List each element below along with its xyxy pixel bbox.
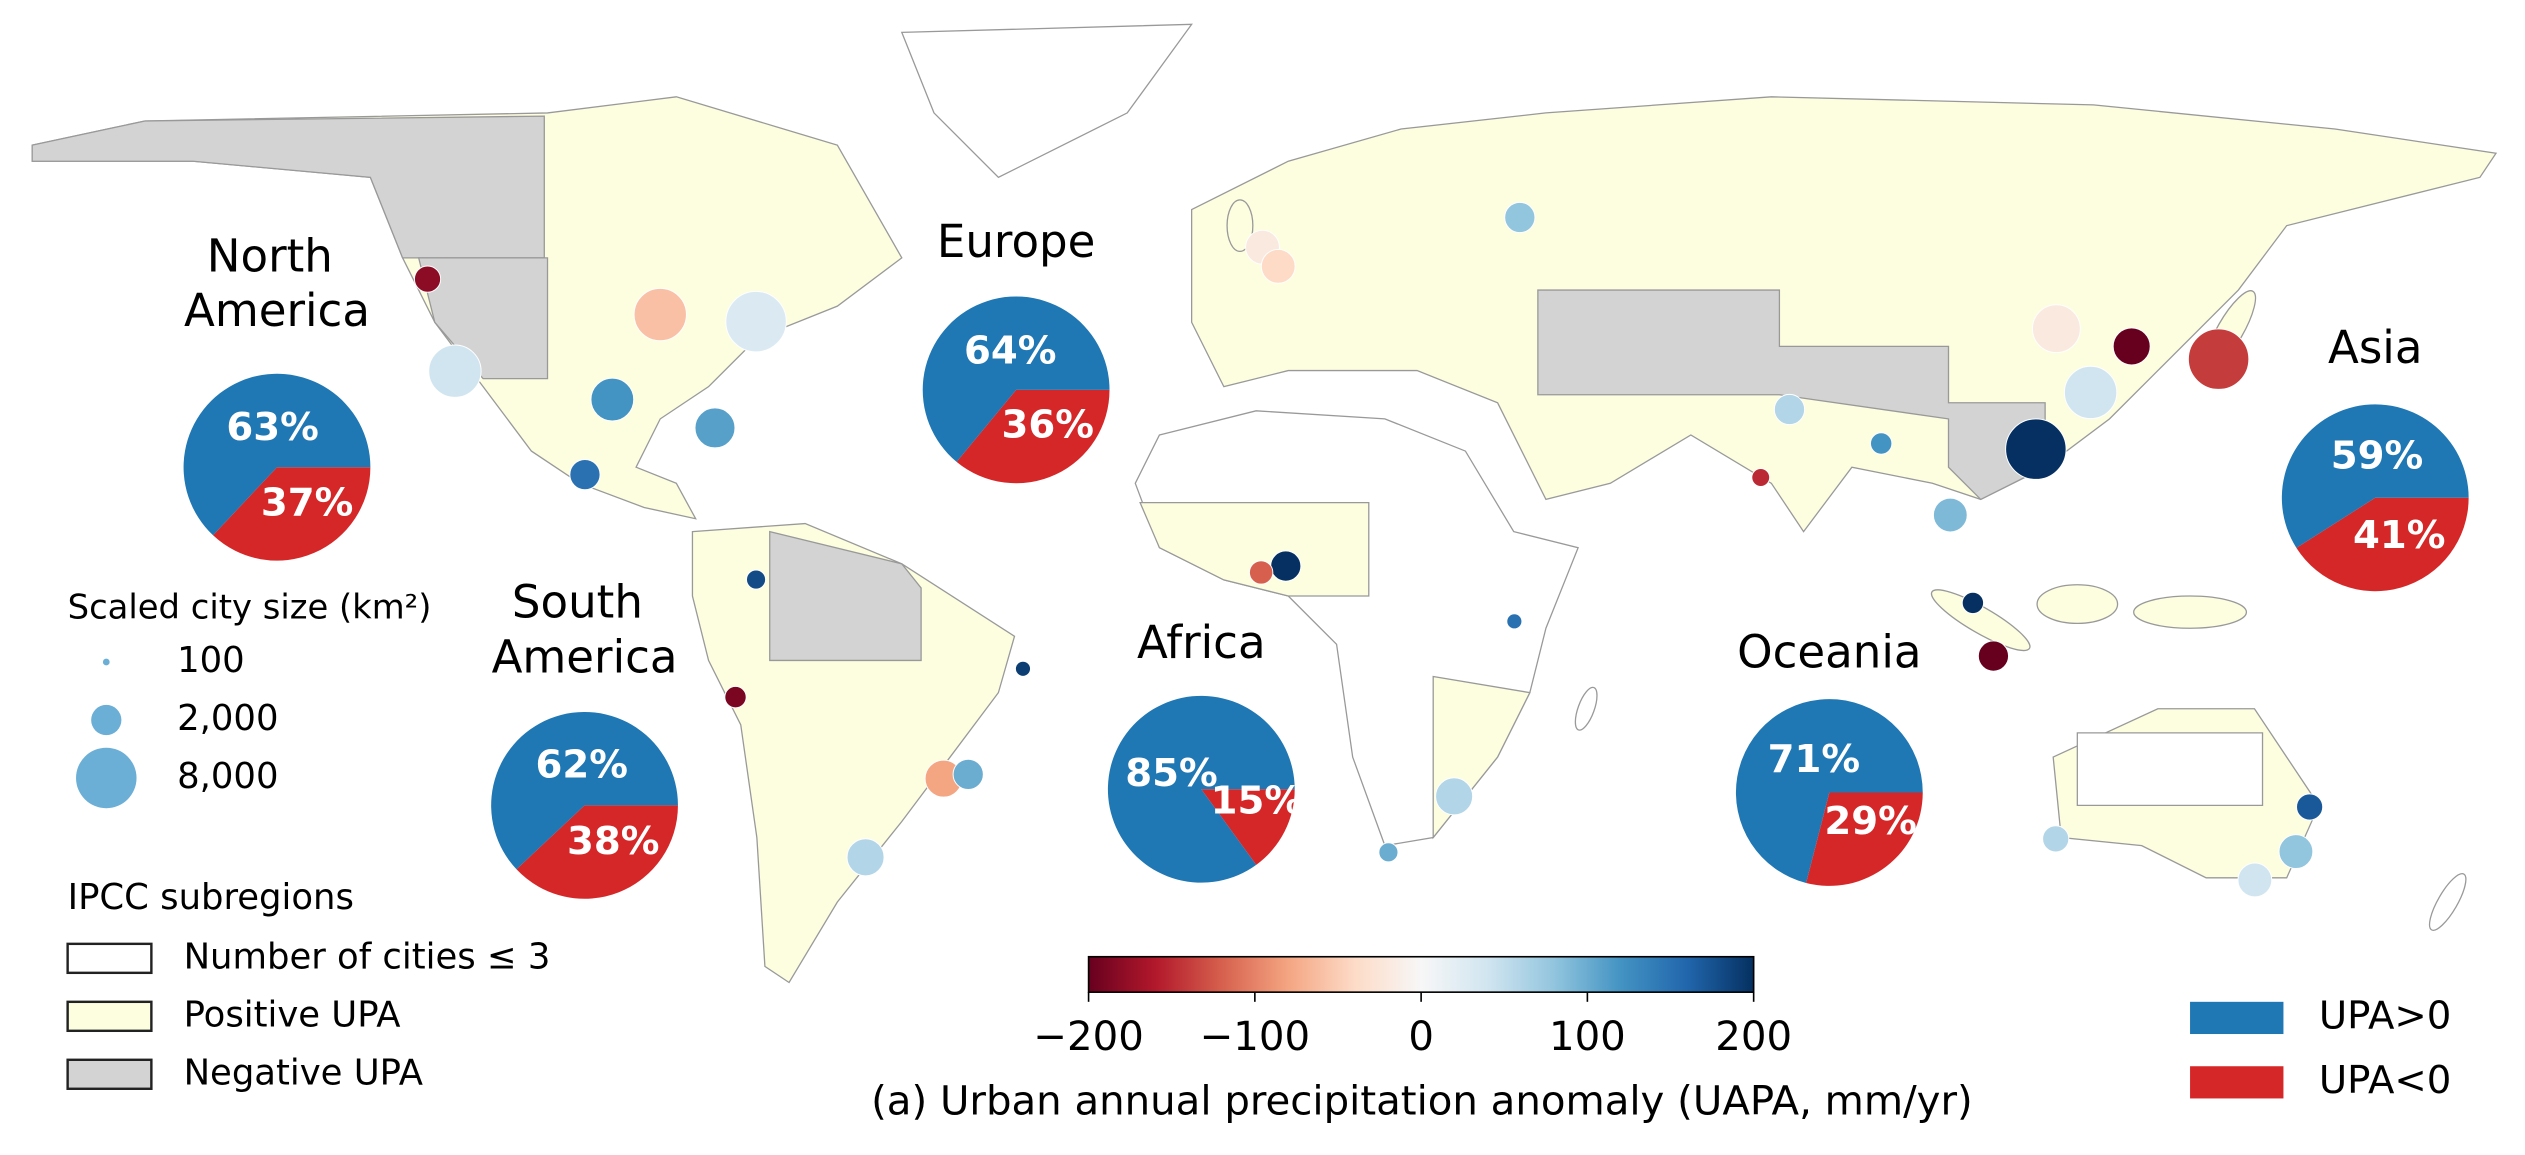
- region-legend-label: Negative UPA: [184, 1052, 423, 1093]
- size-legend-label: 100: [177, 640, 245, 681]
- city: [746, 569, 767, 590]
- pie-legend-label: UPA<0: [2319, 1058, 2451, 1103]
- pie-slice: [922, 296, 1110, 462]
- colorbar-tick-label: −100: [1200, 1014, 1311, 1060]
- pie-slice: [2281, 404, 2469, 548]
- city: [724, 685, 747, 709]
- city: [633, 287, 687, 342]
- city: [1870, 432, 1893, 455]
- city: [413, 265, 442, 293]
- region-legend-title: IPCC subregions: [68, 877, 354, 918]
- size-legend-title: Scaled city size (km²): [68, 587, 432, 626]
- city: [725, 290, 787, 353]
- pie-title: South America: [492, 576, 678, 684]
- pie-slice: [1806, 792, 1923, 886]
- city: [1270, 550, 1302, 582]
- city: [1260, 248, 1296, 284]
- city: [1977, 640, 2010, 672]
- city: [2187, 328, 2250, 390]
- region-legend-label: Positive UPA: [184, 994, 401, 1035]
- size-legend-marker: [91, 704, 122, 736]
- size-legend-marker: [76, 747, 137, 809]
- pie-label: 29%: [1824, 799, 1916, 844]
- colorbar-tick-label: 100: [1549, 1014, 1626, 1060]
- city: [952, 758, 984, 790]
- pie-label: 71%: [1768, 737, 1860, 782]
- pie-slice: [1201, 789, 1295, 865]
- pie-label: 63%: [226, 405, 318, 450]
- region-legend-label: Number of cities ≤ 3: [184, 936, 551, 977]
- region-legend-swatch: [66, 942, 153, 975]
- pie-slice: [1735, 699, 1923, 883]
- pie-slice: [2296, 497, 2469, 592]
- city: [1961, 591, 1985, 615]
- cities: [413, 201, 2324, 898]
- city: [1378, 842, 1399, 863]
- pie-label: 41%: [2353, 513, 2445, 558]
- pie-label: 62%: [535, 743, 627, 788]
- pie-slice: [516, 805, 678, 899]
- pie-label: 85%: [1125, 751, 1217, 796]
- pie-title: Asia: [2328, 321, 2422, 374]
- pie-label: 59%: [2331, 433, 2423, 478]
- colorbar-tick-label: 200: [1715, 1014, 1792, 1060]
- pie-slice: [183, 373, 371, 536]
- city: [1506, 613, 1523, 630]
- city: [2278, 834, 2314, 870]
- city: [2112, 327, 2151, 366]
- city: [428, 344, 482, 398]
- pie-slice: [956, 389, 1110, 484]
- pie-legend-label: UPA>0: [2319, 993, 2451, 1038]
- pie-legend-swatch: [2190, 1001, 2284, 1035]
- size-legend-label: 2,000: [177, 698, 278, 739]
- city: [1435, 777, 1474, 816]
- pie-label: 36%: [1001, 402, 1093, 447]
- colorbar-label: (a) Urban annual precipitation anomaly (…: [871, 1078, 1973, 1124]
- city: [569, 459, 601, 491]
- city: [1773, 393, 1806, 426]
- city: [1248, 560, 1274, 585]
- pie-slice: [491, 711, 678, 870]
- colorbar-tick-label: −200: [1033, 1014, 1144, 1060]
- pie-label: 64%: [964, 328, 1056, 373]
- city: [590, 377, 635, 422]
- pie-legend-swatch: [2190, 1066, 2284, 1099]
- colorbar-tick-label: 0: [1408, 1014, 1434, 1060]
- pies: North America 63% 37% Europe 64% 36% South Ame…: [183, 215, 2469, 899]
- city: [1932, 497, 1968, 533]
- pie-slice: [213, 467, 371, 561]
- city: [846, 838, 885, 877]
- size-legend-label: 8,000: [177, 756, 278, 797]
- city: [2031, 304, 2081, 354]
- pie-title: Oceania: [1737, 626, 1921, 679]
- city: [2042, 825, 2070, 853]
- city: [2237, 862, 2273, 898]
- city: [1504, 201, 1536, 234]
- pie-label: 15%: [1211, 778, 1303, 823]
- region-legend-swatch: [66, 1000, 153, 1033]
- pie-title: Europe: [937, 215, 1096, 268]
- region-legend-swatch: [66, 1058, 153, 1090]
- city: [2296, 793, 2324, 821]
- size-legend-marker: [102, 658, 110, 666]
- pie-title: North America: [184, 229, 370, 337]
- colorbar: [1087, 955, 1755, 993]
- pie-title: Africa: [1137, 616, 1266, 669]
- pie-label: 38%: [567, 819, 659, 864]
- city: [2005, 418, 2067, 480]
- legends: Scaled city size (km²) 100 2,000 8,000 IPCC …: [66, 587, 2451, 1124]
- pie-label: 37%: [261, 480, 353, 525]
- city: [2063, 365, 2118, 420]
- city: [1751, 468, 1771, 487]
- city: [694, 407, 736, 449]
- city: [1014, 660, 1032, 677]
- pie-slice: [1107, 695, 1295, 883]
